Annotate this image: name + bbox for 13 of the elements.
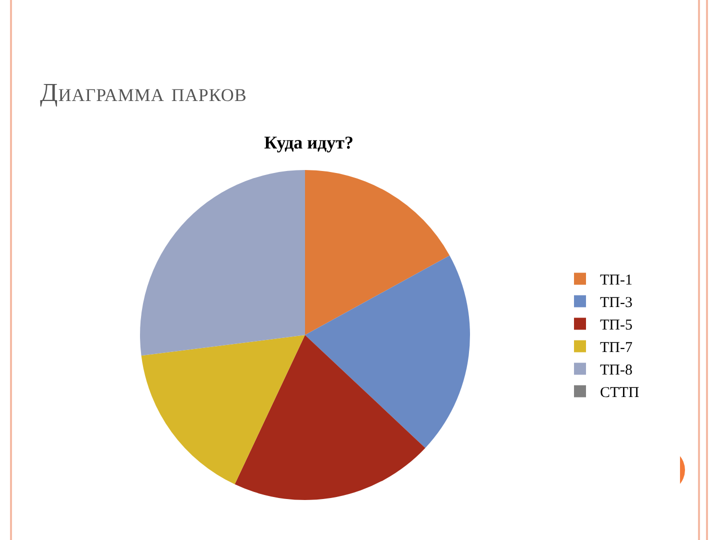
legend-label: ТП-3 [600, 295, 632, 312]
chart-title: Куда идут? [264, 132, 354, 153]
legend-label: ТП-1 [600, 272, 632, 289]
legend-label: ТП-5 [600, 318, 632, 334]
pie-slice [234, 335, 426, 500]
legend-label: ТП-7 [600, 340, 633, 356]
legend-label: ТП-8 [600, 362, 632, 379]
pie-slice [305, 170, 450, 335]
text: Диаграмма парков [40, 78, 247, 108]
pie-slice [140, 170, 305, 356]
pie-slice [141, 335, 305, 484]
pie-slice [305, 256, 470, 448]
legend-label: СТТП [600, 385, 640, 402]
